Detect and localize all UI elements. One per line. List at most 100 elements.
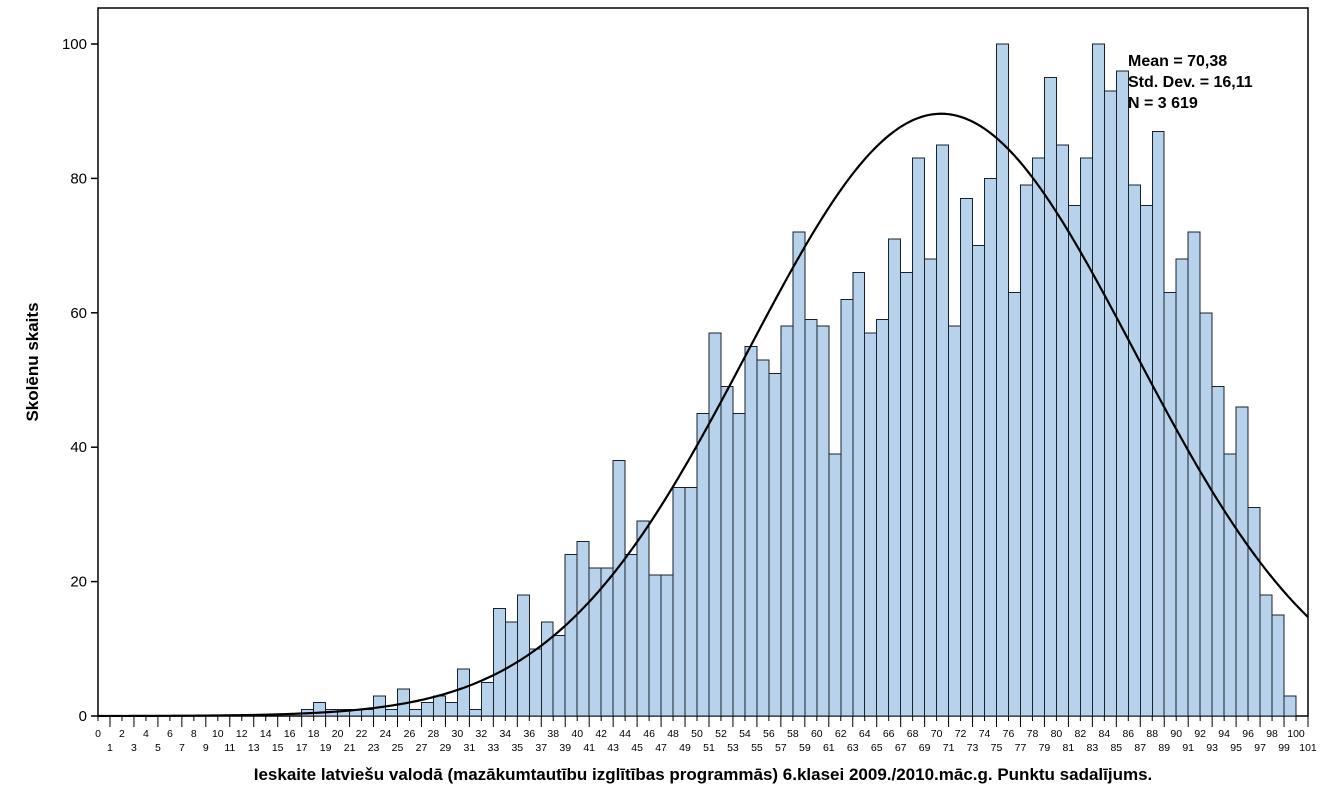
x-tick-label: 61	[823, 742, 835, 754]
histogram-bar	[1175, 258, 1189, 717]
x-tick-label: 77	[1015, 742, 1027, 754]
histogram-bar	[768, 372, 782, 717]
histogram-bar	[912, 157, 926, 717]
x-tick-label: 68	[907, 728, 919, 740]
x-tick-label: 62	[835, 728, 847, 740]
histogram-bar	[313, 702, 327, 717]
axis-ticks-and-labels: 0204060801000123456789101112131415161718…	[62, 36, 1317, 754]
histogram-bar	[540, 621, 554, 717]
y-tick-label: 60	[70, 305, 87, 322]
x-tick-label: 45	[631, 742, 643, 754]
x-tick-label: 10	[212, 728, 224, 740]
histogram-bar	[780, 325, 794, 717]
histogram-bar	[552, 634, 566, 717]
x-tick-label: 38	[547, 728, 559, 740]
x-tick-label: 34	[499, 728, 511, 740]
x-tick-label: 82	[1075, 728, 1087, 740]
x-tick-label: 28	[428, 728, 440, 740]
x-tick-label: 26	[404, 728, 416, 740]
histogram-bar	[1163, 292, 1177, 717]
histogram-bar	[900, 271, 914, 717]
histogram-bar	[1127, 184, 1141, 717]
x-tick-label: 67	[895, 742, 907, 754]
x-tick-label: 19	[320, 742, 332, 754]
x-tick-label: 16	[284, 728, 296, 740]
x-tick-label: 65	[871, 742, 883, 754]
x-tick-label: 91	[1182, 742, 1194, 754]
x-tick-label: 2	[119, 728, 125, 740]
x-tick-label: 5	[155, 742, 161, 754]
x-tick-label: 98	[1266, 728, 1278, 740]
x-tick-label: 35	[511, 742, 523, 754]
histogram-bar	[936, 144, 950, 717]
histogram-bar	[924, 258, 938, 717]
histogram-bar	[1199, 312, 1213, 717]
histogram-bar	[984, 177, 998, 717]
x-tick-label: 49	[679, 742, 691, 754]
x-tick-label: 0	[95, 728, 101, 740]
histogram-bar	[648, 574, 662, 717]
x-tick-label: 85	[1110, 742, 1122, 754]
histogram-bar	[840, 298, 854, 717]
histogram-bar	[564, 554, 578, 717]
histogram-bar	[1067, 204, 1081, 717]
x-tick-label: 57	[775, 742, 787, 754]
x-tick-label: 80	[1051, 728, 1063, 740]
x-tick-label: 30	[452, 728, 464, 740]
x-tick-label: 74	[979, 728, 991, 740]
x-tick-label: 48	[667, 728, 679, 740]
histogram-bar	[744, 345, 758, 717]
x-tick-label: 20	[332, 728, 344, 740]
histogram-bar	[600, 567, 614, 717]
histogram-bar	[792, 231, 806, 717]
x-tick-label: 89	[1158, 742, 1170, 754]
histogram-bar	[876, 319, 890, 717]
histogram-bar	[1043, 77, 1057, 717]
x-tick-label: 83	[1087, 742, 1099, 754]
normal-curve-path	[97, 112, 1309, 718]
x-tick-label: 99	[1278, 742, 1290, 754]
x-tick-label: 54	[739, 728, 751, 740]
histogram-bar	[576, 540, 590, 717]
histogram-bar	[888, 238, 902, 717]
x-tick-label: 56	[763, 728, 775, 740]
x-tick-label: 69	[919, 742, 931, 754]
histogram-bar	[1079, 157, 1093, 717]
x-tick-label: 93	[1206, 742, 1218, 754]
histogram-bar	[468, 708, 482, 717]
histogram-bar	[1259, 594, 1273, 717]
x-tick-label: 12	[236, 728, 248, 740]
x-tick-label: 84	[1098, 728, 1110, 740]
x-tick-label: 24	[380, 728, 392, 740]
histogram-bar	[1247, 507, 1261, 717]
x-tick-label: 87	[1134, 742, 1146, 754]
x-tick-label: 70	[931, 728, 943, 740]
histogram-bar	[1235, 406, 1249, 717]
x-tick-label: 18	[308, 728, 320, 740]
x-tick-label: 7	[179, 742, 185, 754]
x-tick-label: 101	[1299, 742, 1317, 754]
x-tick-label: 1	[107, 742, 113, 754]
normal-curve	[97, 112, 1309, 718]
x-tick-label: 3	[131, 742, 137, 754]
y-axis-title: Skolēnu skaits	[23, 302, 42, 421]
histogram-bar	[432, 695, 446, 717]
histogram-bar	[948, 325, 962, 717]
histogram-bar	[612, 460, 626, 717]
x-tick-label: 75	[991, 742, 1003, 754]
histogram-bar	[828, 453, 842, 717]
x-tick-label: 59	[799, 742, 811, 754]
y-tick-label: 100	[62, 36, 87, 53]
y-tick-label: 20	[70, 574, 87, 591]
histogram-bar	[960, 198, 974, 717]
x-tick-label: 17	[296, 742, 308, 754]
x-tick-label: 6	[167, 728, 173, 740]
histogram-bar	[1019, 184, 1033, 717]
histogram-bar	[408, 708, 422, 717]
x-tick-label: 14	[260, 728, 272, 740]
x-tick-label: 64	[859, 728, 871, 740]
histogram-bar	[1031, 157, 1045, 717]
x-tick-label: 100	[1287, 728, 1305, 740]
x-tick-label: 9	[203, 742, 209, 754]
